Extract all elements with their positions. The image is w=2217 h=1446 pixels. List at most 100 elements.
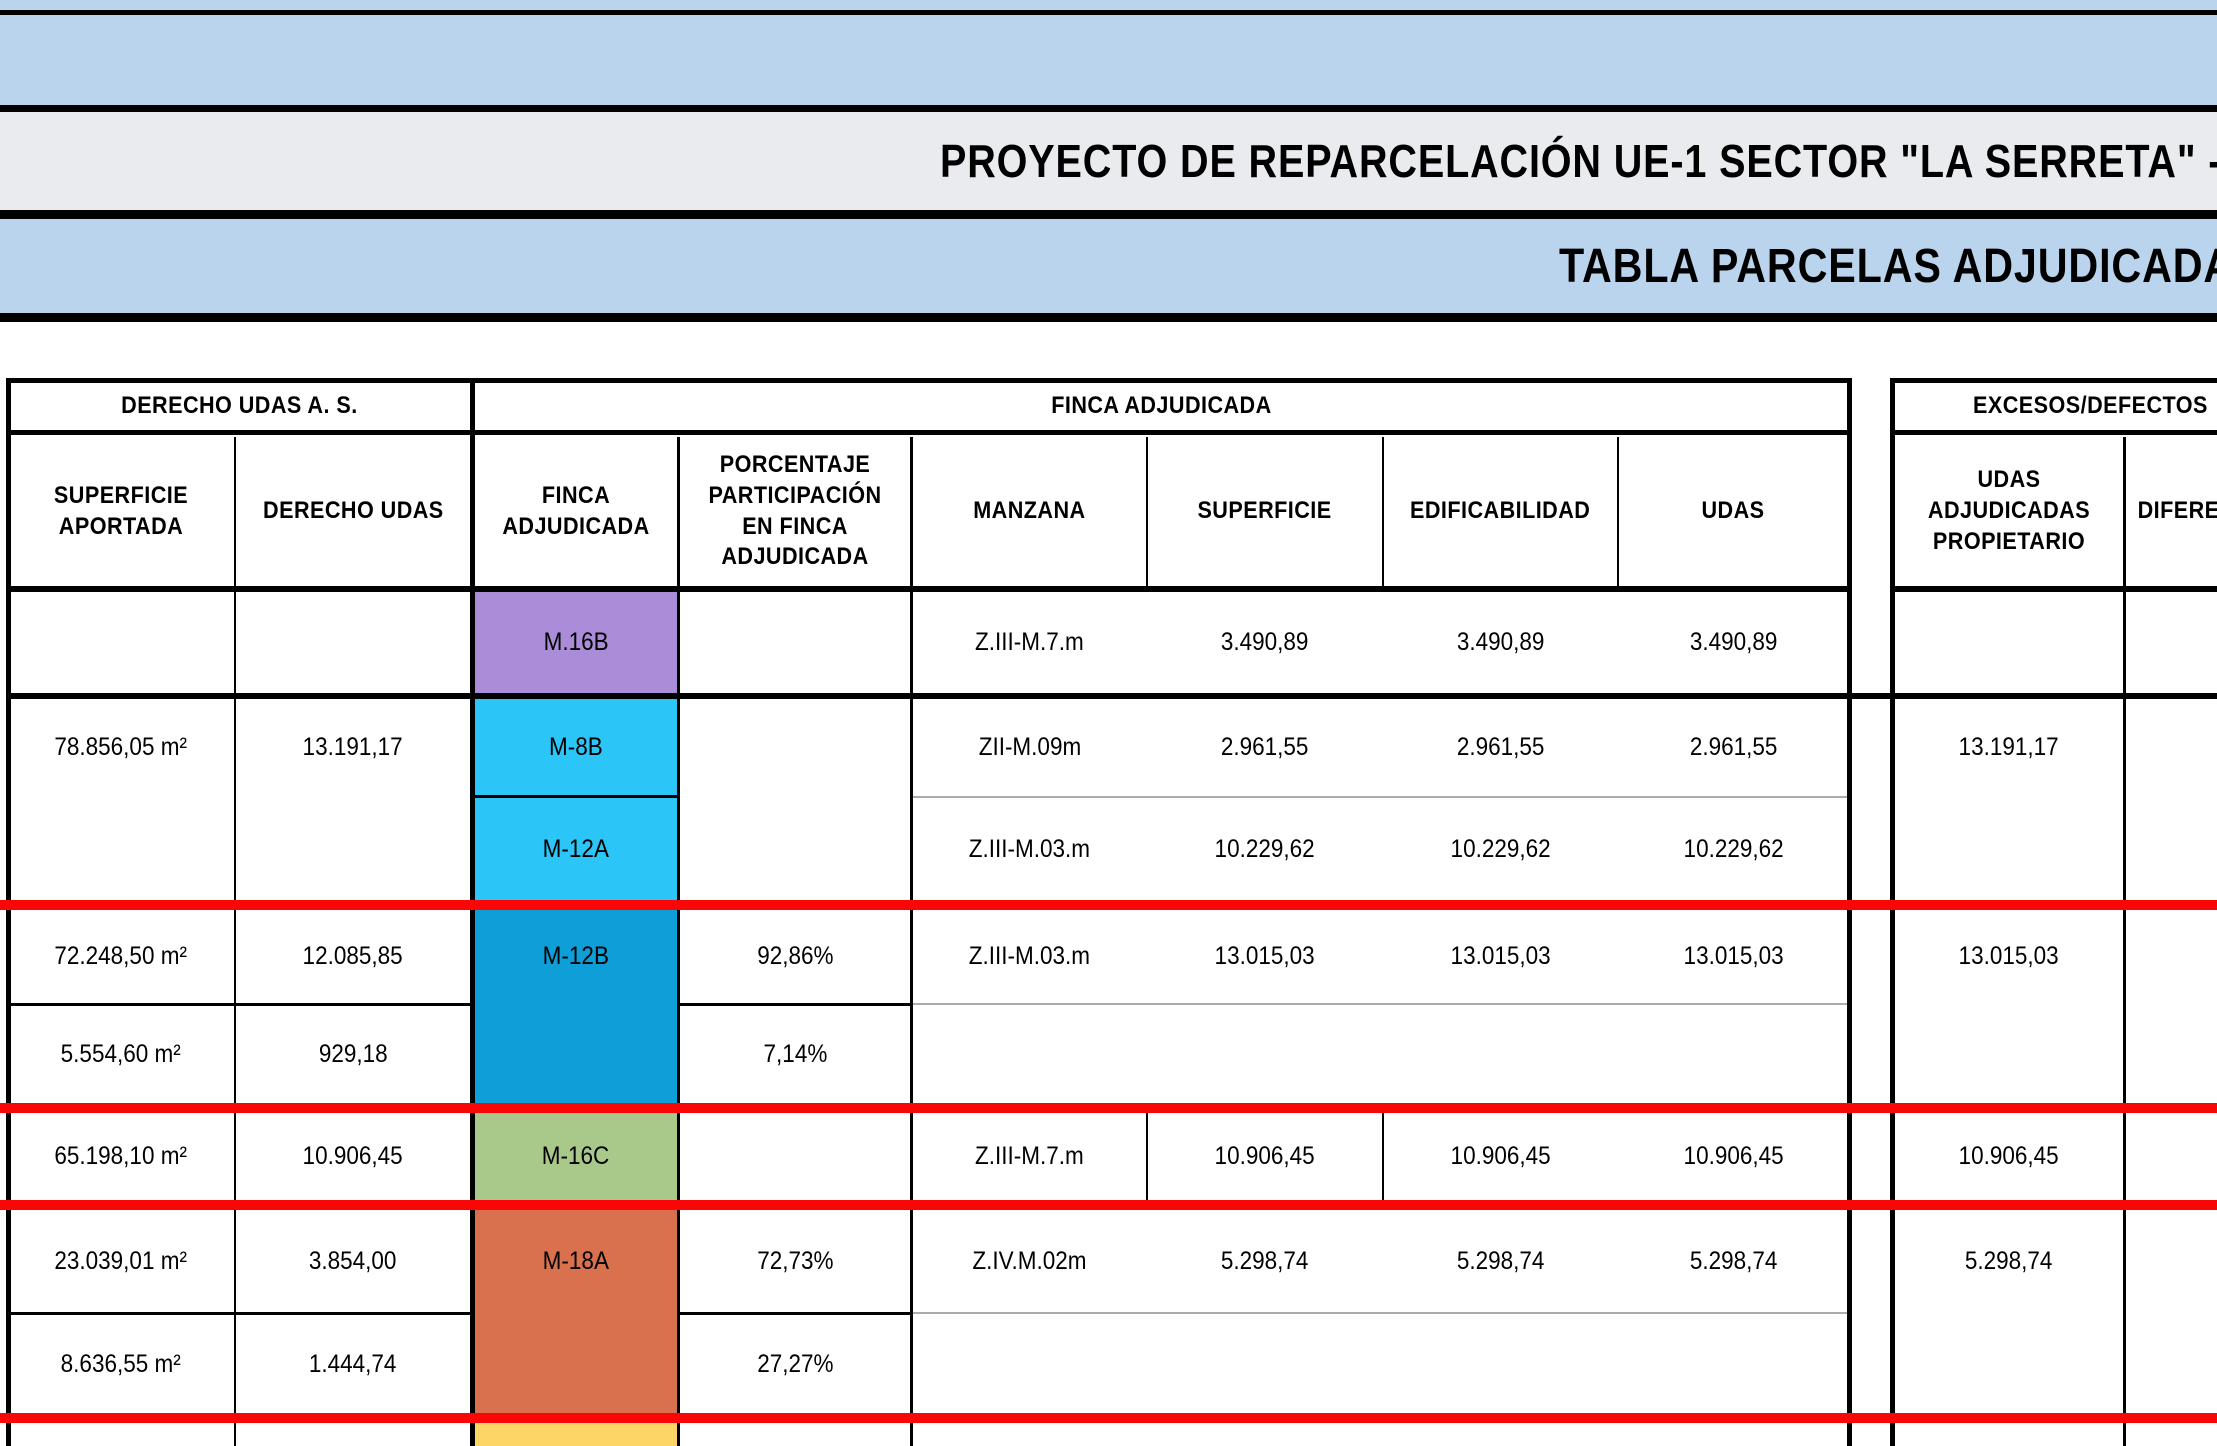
red-separator-line xyxy=(0,1103,2217,1113)
cell-manzana: Z.IV.M.02m xyxy=(972,1246,1087,1275)
column-header-derecho-udas: DERECHO UDAS xyxy=(262,497,444,525)
grid-line xyxy=(1146,1113,1148,1200)
cell-derecho-udas: 12.085,85 xyxy=(302,942,404,970)
cell-superficie: 2.961,55 xyxy=(1221,732,1309,761)
cell-superficie: 3.490,89 xyxy=(1221,628,1309,656)
grid-line xyxy=(1890,586,2217,592)
grid-line xyxy=(6,1312,470,1315)
cell-manzana: Z.III-M.03.m xyxy=(968,942,1091,970)
cell-porcentaje: 72,73% xyxy=(756,1246,834,1275)
cell-udas: 10.906,45 xyxy=(1683,1142,1784,1170)
finca-label-m18a: M-18A xyxy=(542,1246,610,1275)
grid-line xyxy=(1382,1113,1384,1200)
banner-rule-2 xyxy=(0,105,2217,112)
finca-label-m16c: M-16C xyxy=(542,1142,610,1170)
banner-blue-band-subtitle xyxy=(0,219,2217,313)
cell-derecho-udas: 929,18 xyxy=(318,1040,388,1068)
grid-line xyxy=(677,1003,910,1006)
grid-line xyxy=(6,378,11,1446)
title-strip xyxy=(0,112,2217,210)
grid-line xyxy=(1890,378,1895,1446)
column-header-udas-adjudicadas-propietario: UDAS ADJUDICADAS PROPIETARIO xyxy=(1927,466,2091,555)
cell-manzana: Z.III-M.7.m xyxy=(975,1142,1084,1170)
cell-superficie: 10.229,62 xyxy=(1214,834,1316,863)
grid-line xyxy=(234,437,236,1446)
grid-line xyxy=(6,693,2217,699)
grid-line xyxy=(1382,437,1384,590)
grid-line xyxy=(677,1312,910,1315)
cell-porcentaje: 27,27% xyxy=(756,1349,834,1378)
column-header-finca-adjudicada: FINCA ADJUDICADA xyxy=(502,481,650,540)
grid-line xyxy=(1890,378,2217,383)
grid-line xyxy=(910,437,913,1446)
cell-porcentaje: 92,86% xyxy=(756,942,834,970)
column-header-edificabilidad: EDIFICABILIDAD xyxy=(1410,497,1591,525)
column-header-diferencia: DIFERENCIA xyxy=(2137,497,2217,525)
grid-line xyxy=(1146,437,1148,590)
grid-line xyxy=(6,378,1852,383)
grid-line xyxy=(470,378,475,1446)
cell-porcentaje: 7,14% xyxy=(763,1040,827,1068)
group-header-excesos-defectos: EXCESOS/DEFECTOS xyxy=(1972,392,2208,420)
cell-manzana: Z.III-M.03.m xyxy=(968,834,1091,863)
cell-derecho-udas: 3.854,00 xyxy=(309,1246,397,1275)
cell-udas: 3.490,89 xyxy=(1689,628,1778,656)
cell-manzana: Z.III-M.7.m xyxy=(975,628,1084,656)
grid-line xyxy=(1847,378,1852,1446)
finca-color-cell-m12b xyxy=(475,910,677,1103)
cell-superficie-aportada: 8.636,55 m² xyxy=(60,1349,182,1378)
grid-line xyxy=(6,430,1852,435)
cell-udas-adjudicadas: 13.015,03 xyxy=(1958,942,2060,970)
grid-line xyxy=(2123,437,2126,1446)
project-title: PROYECTO DE REPARCELACIÓN UE-1 SECTOR "L… xyxy=(940,135,2217,187)
finca-label-m8b: M-8B xyxy=(549,732,603,761)
column-header-superficie: SUPERFICIE xyxy=(1197,497,1333,525)
finca-label-m16b: M.16B xyxy=(543,628,609,656)
finca-color-cell-m18a xyxy=(475,1210,677,1413)
cell-superficie: 10.906,45 xyxy=(1214,1142,1316,1170)
finca-color-cell-m12a xyxy=(475,798,677,900)
cell-derecho-udas: 10.906,45 xyxy=(302,1142,404,1170)
cell-superficie: 13.015,03 xyxy=(1214,942,1316,970)
grid-line xyxy=(6,586,1852,592)
cell-udas-adjudicadas: 5.298,74 xyxy=(1965,1246,2053,1275)
finca-color-cell-m8b xyxy=(475,699,677,795)
group-header-derecho-udas: DERECHO UDAS A. S. xyxy=(120,392,358,420)
finca-color-cell-m16b xyxy=(475,592,677,693)
grid-line xyxy=(1890,430,2217,435)
banner-blue-band-top xyxy=(0,0,2217,105)
grid-line-light xyxy=(910,1003,1852,1005)
cell-superficie-aportada: 78.856,05 m² xyxy=(54,732,188,761)
cell-superficie-aportada: 65.198,10 m² xyxy=(54,1142,188,1170)
grid-line-light xyxy=(910,796,1852,798)
cell-edificabilidad: 2.961,55 xyxy=(1456,732,1545,761)
group-header-finca-adjudicada: FINCA ADJUDICADA xyxy=(1050,392,1272,420)
finca-color-cell-bottom-partial xyxy=(475,1423,677,1446)
grid-line xyxy=(1617,437,1619,590)
cell-edificabilidad: 3.490,89 xyxy=(1456,628,1545,656)
grid-line-light xyxy=(910,1312,1852,1314)
cell-derecho-udas: 1.444,74 xyxy=(309,1349,397,1378)
finca-color-cell-m16c xyxy=(475,1113,677,1200)
finca-label-m12b: M-12B xyxy=(542,942,610,970)
cell-udas-adjudicadas: 13.191,17 xyxy=(1958,732,2060,761)
grid-line xyxy=(470,795,677,798)
banner-rule-4 xyxy=(0,313,2217,322)
cell-superficie-aportada: 72.248,50 m² xyxy=(54,942,188,970)
column-header-manzana: MANZANA xyxy=(973,497,1086,525)
cell-edificabilidad: 13.015,03 xyxy=(1450,942,1551,970)
red-separator-line xyxy=(0,900,2217,910)
cell-edificabilidad: 10.906,45 xyxy=(1450,1142,1551,1170)
cell-udas: 10.229,62 xyxy=(1683,834,1784,863)
column-header-udas: UDAS xyxy=(1701,497,1765,525)
cell-superficie-aportada: 23.039,01 m² xyxy=(54,1246,188,1275)
cell-edificabilidad: 5.298,74 xyxy=(1456,1246,1545,1275)
table-title: TABLA PARCELAS ADJUDICADAS xyxy=(1559,239,2217,293)
column-header-porcentaje-participacion: PORCENTAJE PARTICIPACIÓN EN FINCA ADJUDI… xyxy=(708,451,882,571)
red-separator-line xyxy=(0,1200,2217,1210)
cell-udas: 2.961,55 xyxy=(1689,732,1778,761)
cell-derecho-udas: 13.191,17 xyxy=(302,732,404,761)
banner-rule-1 xyxy=(0,10,2217,15)
red-separator-line xyxy=(0,1413,2217,1423)
